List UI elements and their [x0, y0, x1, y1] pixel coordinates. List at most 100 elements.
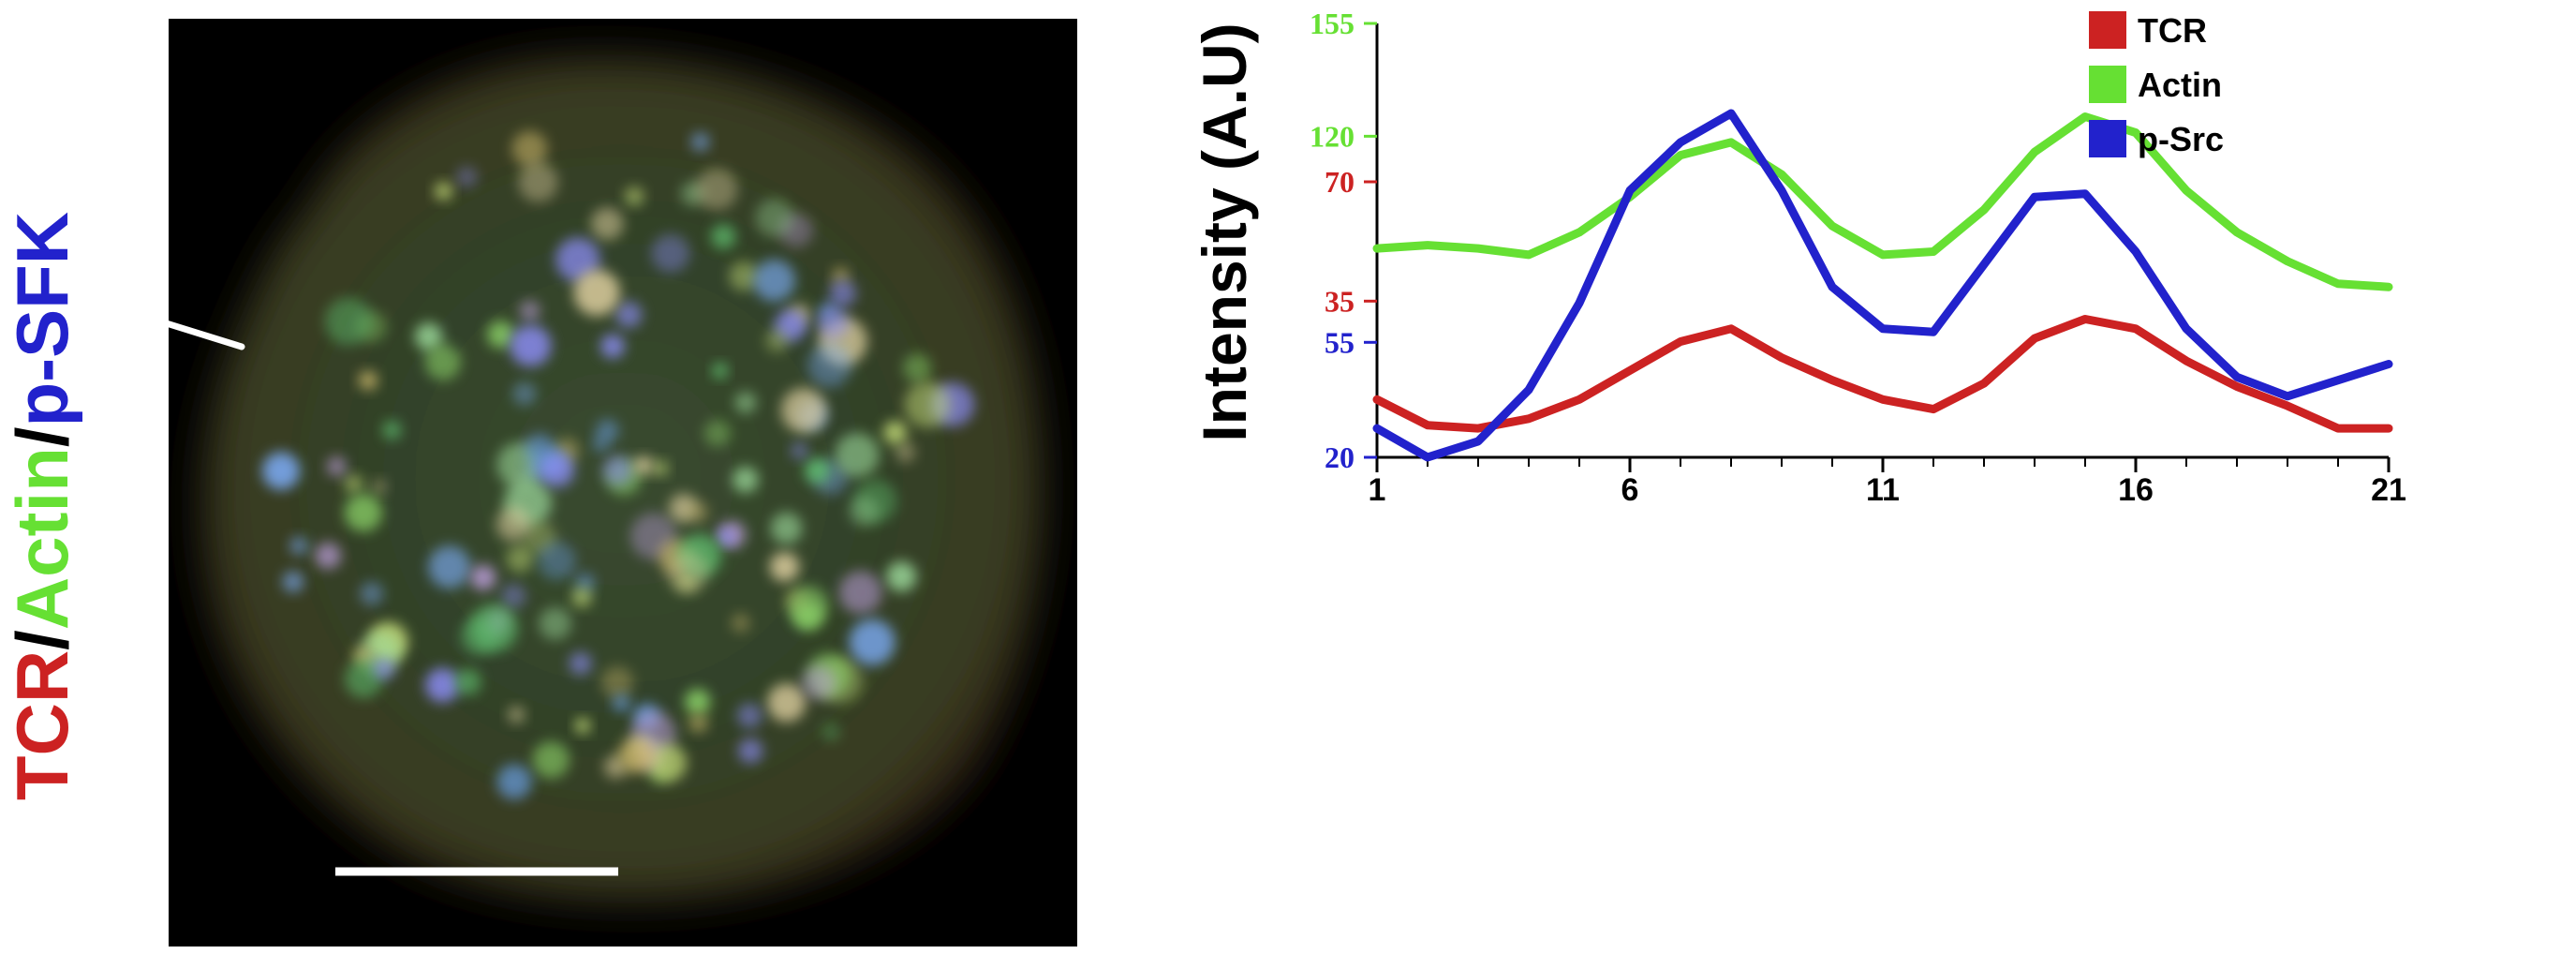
fluorescent-punctum [590, 207, 624, 241]
fluorescent-punctum [326, 456, 347, 477]
fluorescent-punctum [344, 493, 382, 532]
fluorescent-punctum [807, 343, 852, 388]
legend-label: Actin [2138, 66, 2222, 104]
fluorescent-punctum [518, 162, 558, 202]
fluorescent-punctum [538, 542, 576, 580]
fluorescent-punctum [767, 683, 807, 723]
line-scan-marker [169, 320, 245, 350]
fluorescent-punctum [508, 706, 526, 723]
legend-swatch [2089, 120, 2126, 157]
fluorescent-punctum [618, 737, 656, 773]
fluorescent-punctum [695, 168, 738, 211]
y-tick-label: 35 [1325, 284, 1355, 318]
fluorescent-punctum [324, 297, 373, 346]
fluorescent-punctum [602, 455, 633, 485]
fluorescent-punctum [829, 279, 856, 307]
fluorescent-punctum [360, 581, 384, 606]
fluorescent-punctum [592, 436, 609, 453]
fluorescent-punctum [555, 237, 600, 282]
fluorescent-punctum [506, 544, 534, 573]
y-tick-label: 55 [1325, 325, 1355, 359]
legend-label: TCR [2138, 11, 2207, 50]
fluorescent-punctum [573, 269, 620, 316]
fluorescent-punctum [895, 441, 916, 463]
fluorescent-punctum [571, 587, 592, 607]
title-part-actin: Actin [1, 447, 83, 631]
x-tick-label: 21 [2371, 472, 2406, 508]
fluorescent-punctum [711, 224, 736, 249]
x-tick-label: 1 [1369, 472, 1386, 508]
y-axis-label: Intensity (A.U) [1190, 22, 1259, 441]
fluorescent-punctum [282, 571, 304, 593]
fluorescent-punctum [849, 619, 896, 665]
fluorescent-punctum [703, 420, 732, 447]
fluorescent-punctum [600, 334, 625, 359]
legend-swatch [2089, 11, 2126, 49]
fluorescent-punctum [382, 420, 402, 440]
fluorescent-punctum [712, 363, 728, 379]
fluorescent-punctum [648, 743, 687, 783]
series-line-tcr [1372, 315, 2393, 433]
fluorescent-punctum [496, 764, 532, 799]
puncta-group [261, 130, 975, 799]
fluorescent-punctum [569, 651, 592, 676]
y-tick-label: 120 [1310, 119, 1355, 153]
fluorescent-punctum [532, 741, 570, 779]
fluorescent-punctum [788, 585, 829, 627]
fluorescent-punctum [736, 703, 762, 728]
fluorescent-punctum [822, 723, 840, 741]
fluorescent-punctum [904, 381, 951, 428]
title-separator: / [1, 426, 83, 448]
fluorescent-punctum [688, 713, 708, 733]
fluorescent-punctum [651, 233, 690, 273]
fluorescent-punctum [732, 467, 759, 493]
fluorescent-punctum [615, 301, 643, 328]
fluorescent-punctum [753, 259, 795, 302]
fluorescent-punctum [512, 381, 537, 406]
fluorescent-punctum [666, 551, 709, 594]
fluorescent-punctum [685, 689, 711, 715]
fluorescent-punctum [804, 457, 831, 484]
fluorescent-punctum [838, 571, 882, 615]
fluorescent-punctum [731, 613, 750, 633]
fluorescent-punctum [849, 496, 880, 527]
fluorescent-punctum [737, 738, 763, 764]
fluorescent-punctum [883, 421, 907, 445]
series-line-psrc [1372, 109, 2393, 462]
fluorescent-punctum [524, 434, 555, 465]
title-separator: / [1, 630, 83, 650]
fluorescent-punctum [460, 618, 497, 656]
y-tick-label: 155 [1310, 7, 1355, 40]
fluorescent-punctum [470, 564, 496, 590]
series-line-actin [1372, 112, 2393, 291]
fluorescent-punctum [634, 455, 653, 475]
fluorescent-punctum [801, 664, 836, 701]
fluorescent-punctum [770, 512, 803, 544]
fluorescent-punctum [315, 542, 342, 570]
fluorescent-punctum [373, 658, 395, 680]
x-tick-label: 11 [1866, 472, 1900, 508]
fluorescent-punctum [425, 667, 460, 703]
fluorescent-punctum [780, 387, 826, 433]
figure-title-text: TCR/Actin/p-SFK [1, 212, 83, 800]
fluorescent-punctum [500, 583, 526, 609]
fluorescent-punctum [261, 452, 301, 490]
figure-title: TCR/Actin/p-SFK [1, 94, 83, 918]
fluorescent-punctum [456, 166, 478, 188]
fluorescent-punctum [613, 694, 630, 712]
fluorescent-punctum [434, 182, 453, 201]
y-tick-label: 20 [1325, 440, 1355, 474]
fluorescent-punctum [540, 453, 575, 488]
fluorescent-punctum [510, 324, 552, 367]
fluorescent-punctum [755, 199, 794, 237]
fluorescent-punctum [454, 668, 481, 695]
x-tick-label: 16 [2118, 472, 2154, 508]
fluorescent-punctum [734, 392, 757, 413]
y-tick-label: 70 [1325, 165, 1355, 199]
fluorescent-punctum [769, 552, 800, 582]
fluorescent-punctum [835, 432, 880, 478]
fluorescent-punctum [424, 344, 462, 380]
